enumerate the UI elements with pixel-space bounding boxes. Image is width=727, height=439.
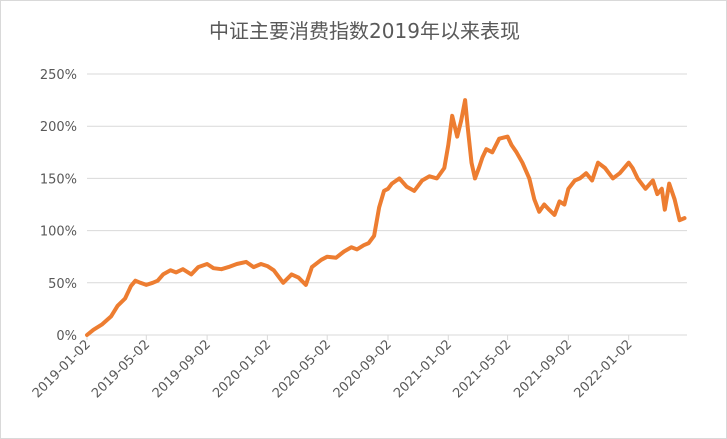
- x-tick-label: 2020-09-02: [331, 337, 395, 401]
- axis-layer: [86, 334, 687, 340]
- y-tick-label: 50%: [48, 277, 77, 292]
- x-tick-label: 2021-05-02: [450, 337, 514, 401]
- x-tick-label: 2022-01-02: [571, 337, 635, 401]
- x-tick-label: 2021-09-02: [511, 337, 575, 401]
- x-tick-label: 2019-05-02: [89, 337, 153, 401]
- y-tick-label: 150%: [40, 172, 77, 187]
- x-tick-label: 2019-01-02: [30, 337, 94, 401]
- y-tick-label: 0%: [56, 329, 77, 344]
- grid-layer: [87, 73, 687, 284]
- series-line: [85, 98, 687, 337]
- x-tick-label: 2020-01-02: [210, 337, 274, 401]
- x-tick-label: 2019-09-02: [150, 337, 214, 401]
- series-layer: [85, 98, 687, 337]
- x-tick-label: 2021-01-02: [391, 337, 455, 401]
- chart-title: 中证主要消费指数2019年以来表现: [209, 19, 520, 43]
- x-tick-label: 2020-05-02: [270, 337, 334, 401]
- y-tick-label: 200%: [40, 120, 77, 135]
- y-tick-labels: 0% 50% 100% 150% 200% 250%: [40, 68, 77, 344]
- y-tick-label: 250%: [40, 68, 77, 83]
- x-tick-labels: 2019-01-022019-05-022019-09-022020-01-02…: [30, 337, 636, 401]
- y-tick-label: 100%: [40, 225, 77, 240]
